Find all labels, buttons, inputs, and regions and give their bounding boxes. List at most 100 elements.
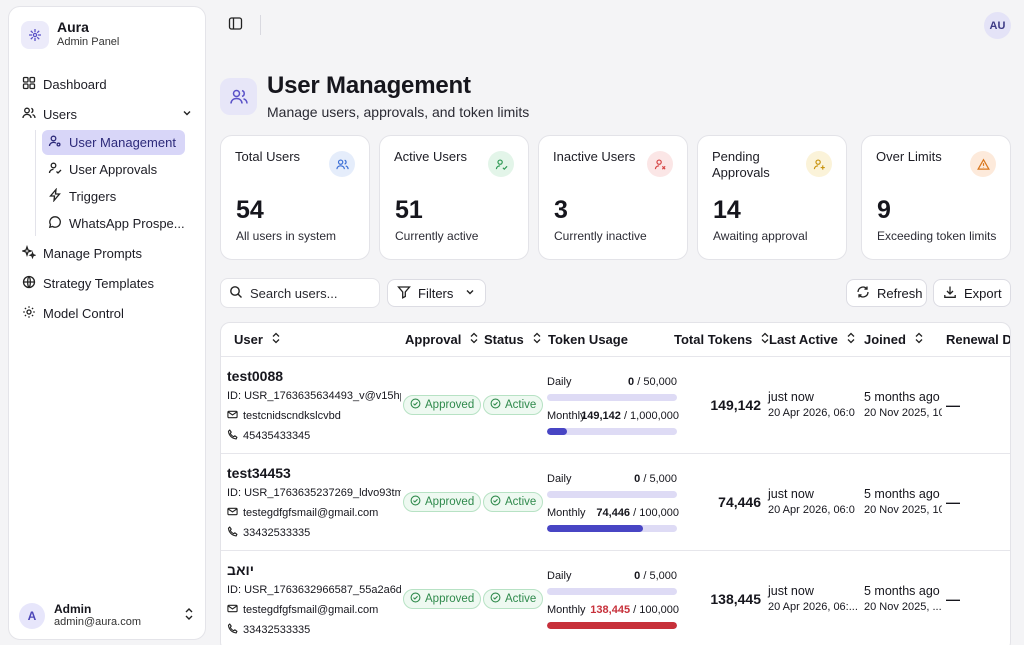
user-email: testegdfgfsmail@gmail.com — [227, 506, 378, 520]
page-subtitle: Manage users, approvals, and token limit… — [267, 104, 530, 120]
sidebar-user-menu[interactable]: A Admin admin@aura.com — [19, 602, 195, 629]
filter-icon — [397, 285, 411, 302]
daily-limit: / 5,000 — [640, 570, 677, 582]
email-text: testegdfgfsmail@gmail.com — [243, 507, 379, 519]
column-header-status[interactable]: Status — [484, 323, 542, 356]
sidebar-item-users[interactable]: Users — [15, 99, 201, 129]
badge-label: Approved — [425, 496, 475, 508]
column-header-token-usage: Token Usage — [548, 323, 628, 356]
email-text: testegdfgfsmail@gmail.com — [243, 604, 379, 616]
topbar-divider — [260, 15, 261, 35]
user-email: testegdfgfsmail@gmail.com — [227, 603, 378, 617]
phone-icon — [227, 526, 238, 540]
sparkles-icon — [20, 244, 37, 262]
sidebar-item-strategy-templates[interactable]: Strategy Templates — [15, 268, 201, 298]
top-avatar[interactable]: AU — [984, 12, 1011, 39]
sidebar-item-dashboard[interactable]: Dashboard — [15, 69, 201, 99]
sidebar-item-label: Strategy Templates — [43, 275, 155, 291]
table-row[interactable]: test0088 ID: USR_1763635634493_v@v15hp4r… — [221, 357, 1010, 454]
monthly-usage-bar — [547, 622, 677, 629]
daily-usage: 0 / 5,000 — [634, 570, 677, 582]
monthly-usage-bar — [547, 428, 677, 435]
stat-card-total-users: Total Users 54 All users in system — [220, 135, 370, 260]
brand-name: Aura — [57, 19, 89, 35]
monthly-label: Monthly — [547, 604, 586, 616]
daily-used: 0 — [628, 376, 635, 388]
chevron-down-icon — [181, 107, 193, 122]
user-x-icon — [647, 151, 673, 177]
approval-badge: Approved — [403, 589, 482, 609]
joined: 5 months ago — [864, 584, 940, 598]
sort-icon — [532, 332, 542, 347]
users-icon — [220, 78, 257, 115]
column-header-last-active[interactable]: Last Active — [769, 323, 856, 356]
column-header-total-tokens[interactable]: Total Tokens — [674, 323, 770, 356]
sidebar-item-user-approvals[interactable]: User Approvals — [42, 157, 185, 182]
brand-subtitle: Admin Panel — [57, 36, 120, 48]
zap-icon — [48, 187, 62, 205]
sidebar-item-whatsapp-prospects[interactable]: WhatsApp Prospe... — [42, 211, 185, 236]
sidebar-item-user-management[interactable]: User Management — [42, 130, 185, 155]
user-id: ID: USR_1763635634493_v@v15hp4r — [227, 390, 401, 402]
chevrons-up-down-icon — [183, 607, 195, 624]
filters-button[interactable]: Filters — [387, 279, 486, 307]
monthly-used: 74,446 — [596, 507, 631, 519]
column-header-renewal-date[interactable]: Renewal Da — [946, 323, 1011, 356]
daily-usage-bar — [547, 491, 677, 498]
stat-value: 9 — [877, 196, 891, 224]
column-header-user[interactable]: User — [234, 323, 281, 356]
download-icon — [943, 285, 957, 302]
sidebar-item-model-control[interactable]: Model Control — [15, 298, 201, 328]
user-check-icon — [48, 161, 62, 178]
column-label: Total Tokens — [674, 332, 753, 347]
mail-icon — [227, 603, 238, 617]
sidebar-item-label: User Approvals — [69, 162, 158, 177]
chat-bubble-icon — [48, 215, 62, 232]
table-row[interactable]: test34453 ID: USR_1763635237269_ldvo93tm… — [221, 454, 1010, 551]
column-header-joined[interactable]: Joined — [864, 323, 924, 356]
badge-label: Active — [505, 593, 537, 605]
user-cog-icon — [48, 134, 62, 151]
refresh-button[interactable]: Refresh — [846, 279, 927, 307]
total-tokens: 149,142 — [710, 397, 761, 413]
check-circle-icon — [490, 495, 501, 509]
joined-date: 20 Nov 2025, 10: — [864, 407, 942, 419]
monthly-limit: / 100,000 — [630, 604, 679, 616]
export-button[interactable]: Export — [933, 279, 1011, 307]
user-name: test34453 — [227, 465, 291, 481]
column-header-approval[interactable]: Approval — [405, 323, 479, 356]
globe-icon — [22, 275, 36, 292]
mail-icon — [227, 409, 238, 423]
monthly-usage-bar — [547, 525, 677, 532]
sidebar-item-triggers[interactable]: Triggers — [42, 184, 185, 209]
sidebar-item-manage-prompts[interactable]: Manage Prompts — [15, 238, 201, 268]
daily-label: Daily — [547, 376, 572, 388]
stat-card-active-users: Active Users 51 Currently active — [379, 135, 529, 260]
column-label: Renewal Da — [946, 332, 1011, 347]
renewal-date: — — [946, 397, 960, 413]
monthly-used: 149,142 — [581, 410, 621, 422]
column-label: Approval — [405, 332, 462, 347]
search-input[interactable] — [250, 285, 370, 301]
stat-description: Exceeding token limits — [877, 229, 997, 243]
monthly-usage: 138,445 / 100,000 — [590, 604, 679, 616]
daily-used: 0 — [634, 473, 641, 485]
table-row[interactable]: יואב ID: USR_1763632966587_55a2a6dz4 tes… — [221, 551, 1010, 645]
search-icon — [229, 285, 243, 302]
sidebar-item-label: WhatsApp Prospe... — [69, 216, 185, 231]
grid-icon — [22, 76, 36, 93]
stat-description: Awaiting approval — [713, 229, 808, 243]
phone-icon — [227, 623, 238, 637]
daily-label: Daily — [547, 570, 572, 582]
sidebar-toggle-button[interactable] — [223, 13, 247, 37]
user-name: יואב — [227, 562, 254, 578]
last-active-date: 20 Apr 2026, 06:0 — [768, 504, 855, 516]
stat-card-pending-approvals: Pending Approvals 14 Awaiting approval — [697, 135, 847, 260]
refresh-icon — [856, 285, 870, 302]
brand[interactable]: Aura Admin Panel — [21, 20, 119, 49]
stat-card-inactive-users: Inactive Users 3 Currently inactive — [538, 135, 688, 260]
joined-date: 20 Nov 2025, ... — [864, 601, 942, 613]
user-id: ID: USR_1763632966587_55a2a6dz4 — [227, 584, 401, 596]
monthly-used: 138,445 — [590, 604, 631, 616]
stat-value: 14 — [713, 196, 741, 224]
